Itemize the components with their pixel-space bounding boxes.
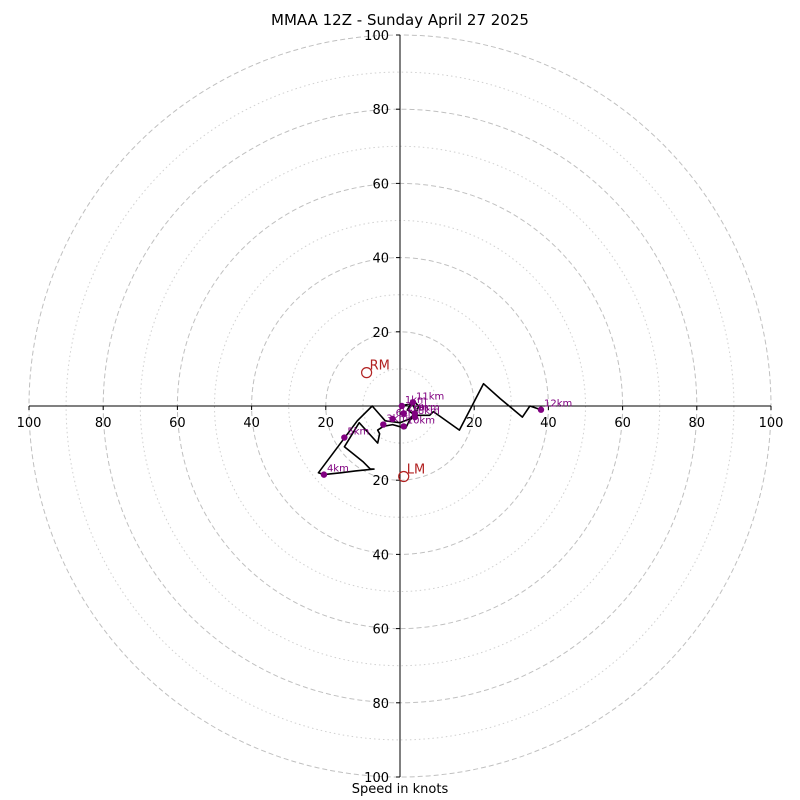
y-tick-label: 20 [372,326,389,341]
height-label-4km: 4km [327,464,349,475]
x-axis-label: Speed in knots [351,782,449,797]
height-marker-11km [409,399,417,406]
height-marker-6km [389,415,396,423]
x-tick-label: 80 [95,416,112,431]
x-tick-label: 40 [540,416,557,431]
height-marker-10km [400,423,407,430]
y-tick-label: 40 [372,548,389,563]
height-label-2km: 2km [407,402,429,413]
storm-motion-label-rm: RM [370,359,390,374]
y-tick-label: 100 [364,771,389,786]
x-tick-label: 100 [17,416,42,431]
x-tick-label: 40 [243,416,260,431]
height-label-11km: 11km [416,391,444,402]
height-label-3km: 3km [386,414,408,425]
y-tick-label: 60 [372,623,389,638]
storm-motion-label-lm: LM [407,462,425,477]
height-marker-5km [341,434,348,441]
x-tick-label: 100 [759,416,784,431]
height-marker-7km [400,410,407,417]
height-marker-12km [537,406,545,413]
height-label-10km: 10km [407,415,435,426]
storm-motion-marker-lm [398,470,410,483]
y-tick-label: 20 [372,474,389,489]
x-tick-label: 20 [318,416,335,431]
storm-motion-marker-rm [361,367,373,379]
height-label-7km: 7km [407,402,429,413]
x-tick-label: 60 [614,416,631,431]
height-label-1km: 1km [405,395,427,406]
y-tick-label: 100 [364,29,389,44]
height-label-8km: 8km [418,406,440,417]
y-tick-label: 60 [372,177,389,192]
x-tick-label: 20 [466,416,483,431]
height-label-5km: 5km [347,427,369,438]
x-tick-label: 80 [689,416,706,431]
height-label-12km: 12km [544,399,572,410]
height-marker-9km [411,410,419,417]
height-label-9km: 9km [418,402,440,413]
x-tick-label: 60 [169,416,186,431]
height-marker-1km [398,402,406,410]
y-tick-label: 40 [372,252,389,267]
y-tick-label: 80 [372,103,389,118]
y-tick-label: 80 [372,697,389,712]
chart-title: MMAA 12Z - Sunday April 27 2025 [271,11,529,29]
height-marker-3km [380,421,387,428]
height-marker-4km [320,471,328,478]
